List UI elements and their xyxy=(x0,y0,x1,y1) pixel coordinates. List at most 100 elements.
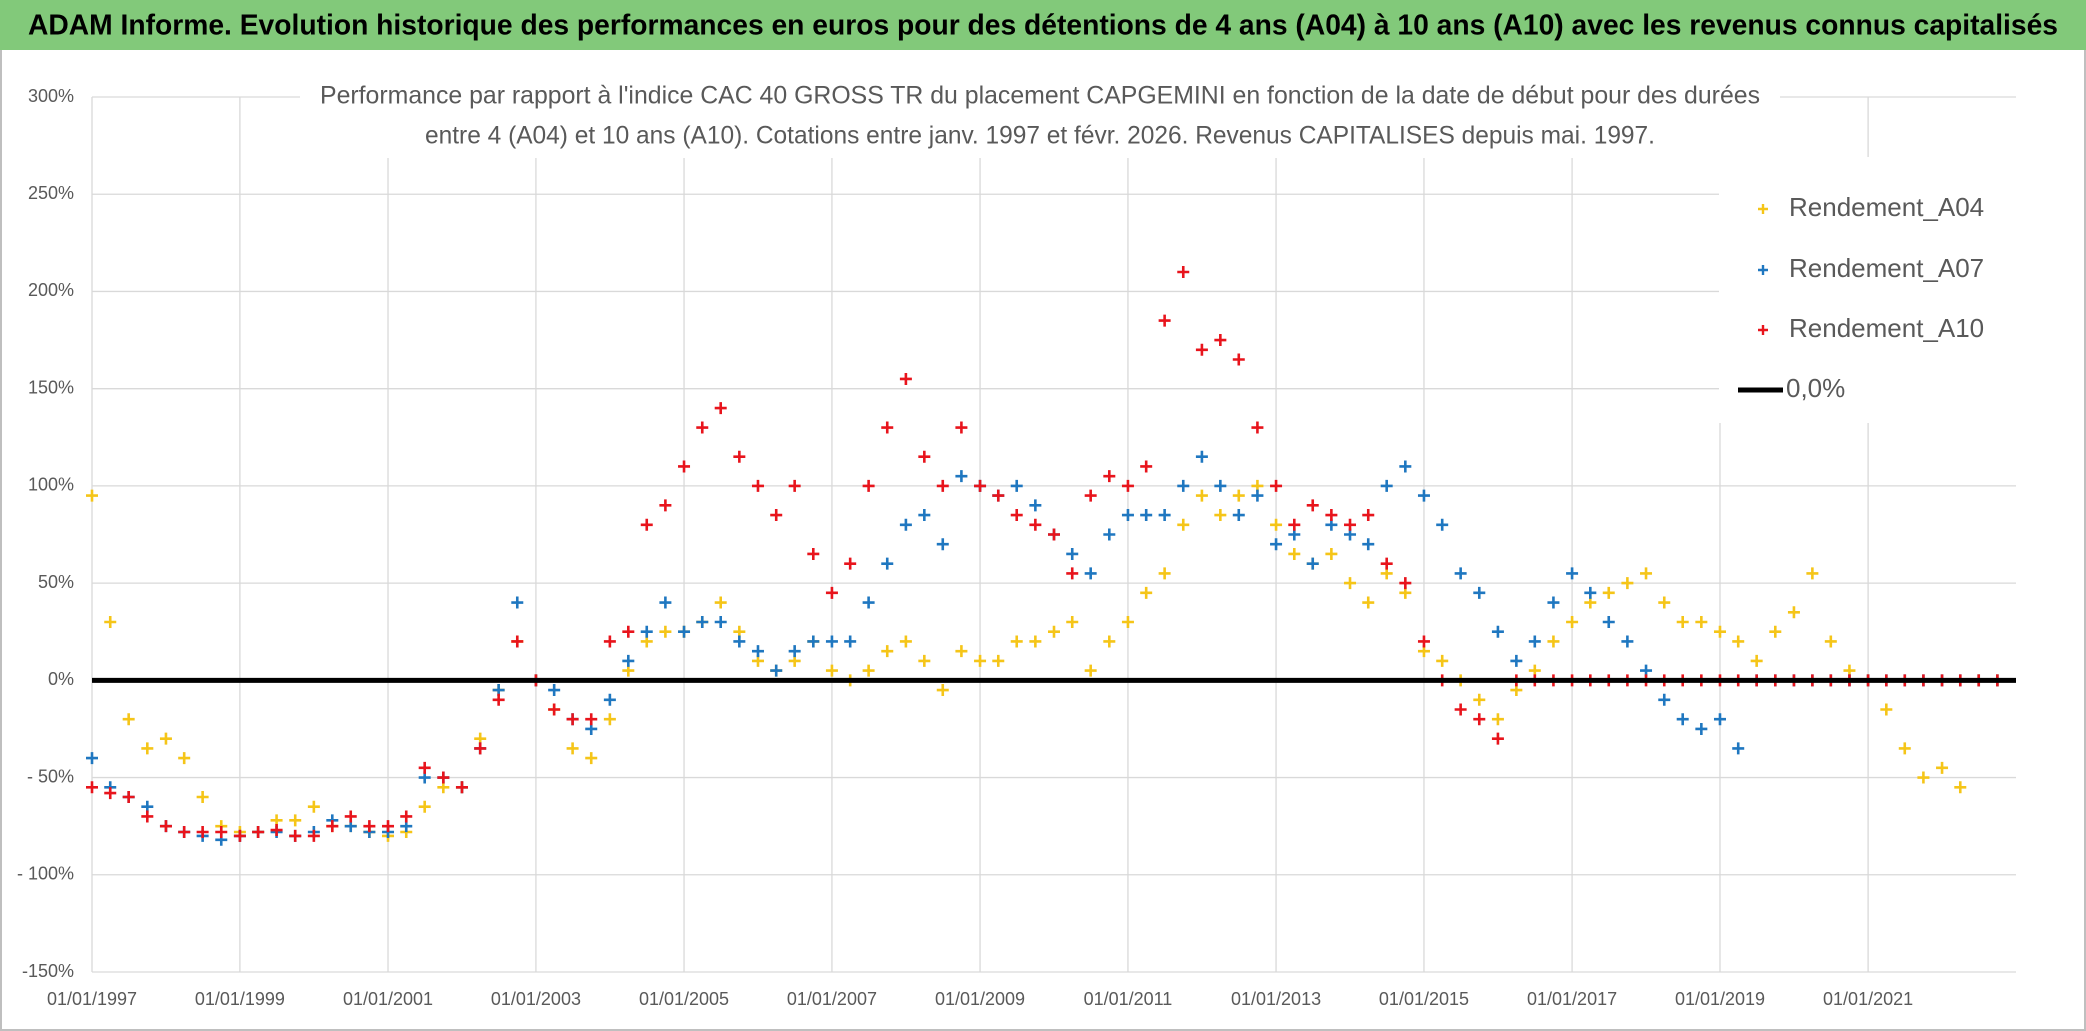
data-point xyxy=(1769,625,1782,638)
y-tick-label: 200% xyxy=(28,280,74,300)
data-point xyxy=(1214,334,1227,347)
data-point xyxy=(992,489,1005,502)
y-tick-label: 300% xyxy=(28,86,74,106)
data-point xyxy=(678,460,691,473)
data-point xyxy=(1750,654,1763,667)
data-point xyxy=(566,742,579,755)
y-tick-label: 150% xyxy=(28,377,74,397)
data-point xyxy=(1288,518,1301,531)
data-point xyxy=(936,538,949,551)
legend-label: Rendement_A04 xyxy=(1789,192,1984,222)
data-point xyxy=(1713,713,1726,726)
x-tick-label: 01/01/2019 xyxy=(1675,989,1765,1009)
data-point xyxy=(418,761,431,774)
data-point xyxy=(1584,586,1597,599)
data-point xyxy=(1640,567,1653,580)
data-point xyxy=(622,625,635,638)
data-point xyxy=(974,479,987,492)
legend-marker xyxy=(1758,204,1768,214)
data-point xyxy=(1158,567,1171,580)
x-tick-label: 01/01/1999 xyxy=(195,989,285,1009)
data-point xyxy=(86,781,98,794)
data-point xyxy=(104,787,117,800)
data-point xyxy=(788,479,801,492)
data-point xyxy=(1454,567,1467,580)
data-point xyxy=(1140,586,1153,599)
data-point xyxy=(1251,489,1264,502)
data-point xyxy=(307,829,320,842)
data-point xyxy=(1103,470,1116,483)
data-point xyxy=(992,654,1005,667)
data-point xyxy=(1177,479,1190,492)
data-point xyxy=(899,518,912,531)
x-tick-label: 01/01/2021 xyxy=(1823,989,1913,1009)
data-point xyxy=(1658,596,1671,609)
data-point xyxy=(918,654,931,667)
data-point xyxy=(585,752,598,765)
data-point xyxy=(178,752,191,765)
data-point xyxy=(825,635,838,648)
plot-area: 300% 250% 200% 150% 100% 50% 0% - 50% - 100% -150… xyxy=(17,86,2016,1009)
data-point xyxy=(196,826,209,838)
data-point xyxy=(622,654,635,667)
data-point xyxy=(862,596,875,609)
data-point xyxy=(1010,635,1023,648)
data-point xyxy=(455,781,468,794)
y-tick-label: 250% xyxy=(28,183,74,203)
data-point xyxy=(1454,703,1467,716)
data-point xyxy=(1270,479,1283,492)
data-point xyxy=(1103,635,1116,648)
x-tick-label: 01/01/1997 xyxy=(47,989,137,1009)
data-point xyxy=(1214,479,1227,492)
data-point xyxy=(289,829,302,842)
data-point xyxy=(1214,509,1227,522)
data-point xyxy=(1436,518,1449,531)
data-point xyxy=(1713,625,1726,638)
data-point xyxy=(159,732,172,745)
data-point xyxy=(974,654,987,667)
data-point xyxy=(714,616,727,628)
data-point xyxy=(1602,586,1615,599)
data-point xyxy=(918,450,931,463)
data-point xyxy=(159,820,172,833)
data-point xyxy=(196,791,209,803)
data-point xyxy=(1325,509,1338,522)
data-point xyxy=(1270,538,1283,551)
data-point xyxy=(1084,567,1097,580)
x-tick-label: 01/01/2007 xyxy=(787,989,877,1009)
data-point xyxy=(1344,518,1357,531)
data-point xyxy=(881,557,894,570)
subtitle: Performance par rapport à l'indice CAC 4… xyxy=(320,82,1760,110)
x-tick-label: 01/01/2017 xyxy=(1527,989,1617,1009)
data-point xyxy=(640,625,653,638)
data-point xyxy=(1158,509,1171,522)
data-point xyxy=(1676,713,1689,726)
data-point xyxy=(326,820,339,833)
data-point xyxy=(1380,479,1393,492)
data-point xyxy=(1491,625,1504,638)
data-point xyxy=(1048,528,1060,541)
data-point xyxy=(1676,616,1689,628)
data-point xyxy=(733,635,746,648)
data-point xyxy=(714,596,727,609)
data-point xyxy=(400,810,413,823)
data-point xyxy=(640,518,653,531)
data-point xyxy=(899,635,912,648)
data-point xyxy=(1417,489,1430,502)
data-point xyxy=(104,616,117,628)
data-point xyxy=(659,625,672,638)
data-point xyxy=(696,616,709,628)
data-point xyxy=(1270,518,1283,531)
x-tick-label: 01/01/2015 xyxy=(1379,989,1469,1009)
data-point xyxy=(1121,616,1134,628)
data-point xyxy=(659,499,672,512)
data-point xyxy=(1288,547,1301,560)
data-point xyxy=(86,752,98,765)
data-point xyxy=(1380,557,1393,570)
data-point xyxy=(1936,761,1949,774)
data-point xyxy=(1621,635,1634,648)
data-point xyxy=(603,693,616,706)
data-point xyxy=(1602,616,1615,628)
data-point xyxy=(770,664,783,677)
data-point xyxy=(918,509,931,522)
